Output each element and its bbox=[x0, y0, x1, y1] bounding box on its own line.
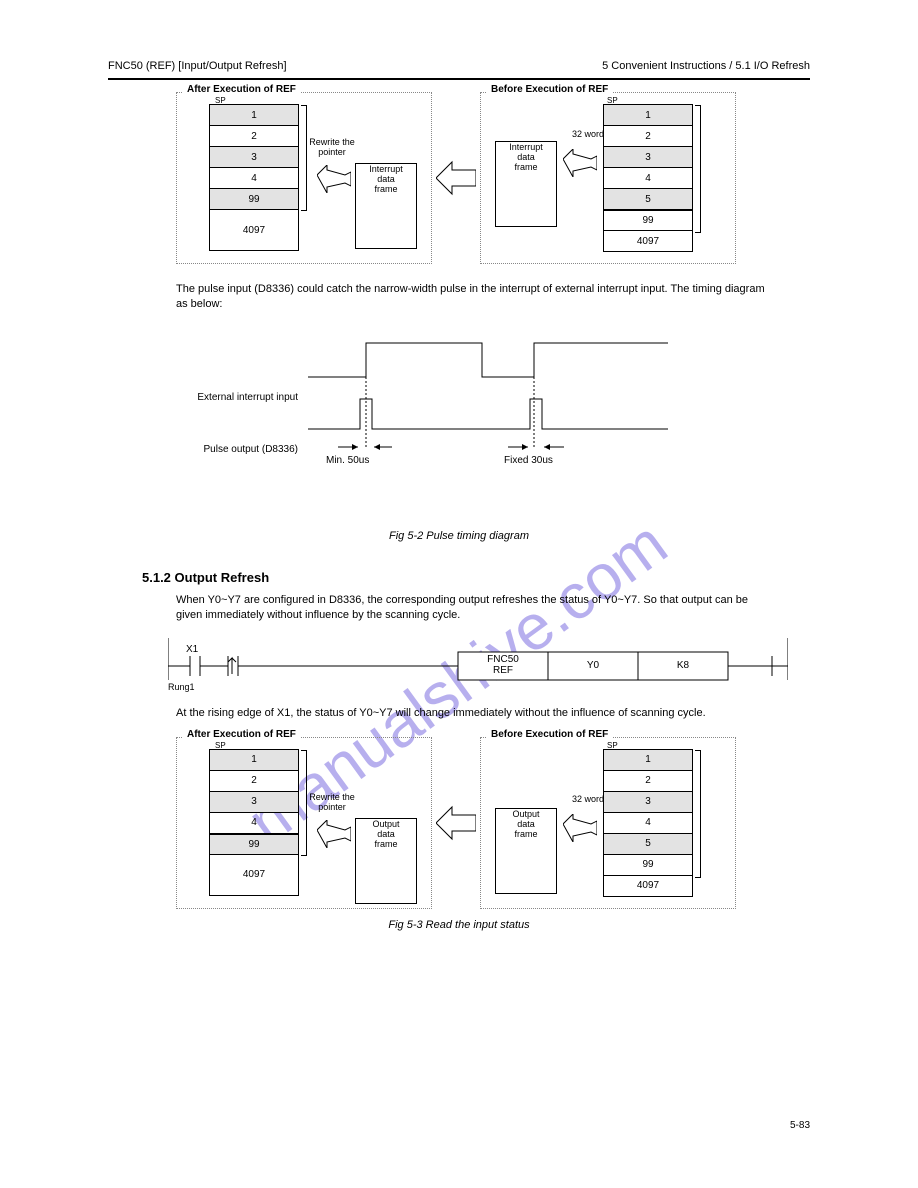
block-arrow-right-bot bbox=[563, 814, 597, 842]
dataframe-bot-right: Output data frame bbox=[495, 808, 557, 894]
timing-caption: Fig 5-2 Pulse timing diagram bbox=[108, 530, 810, 542]
svg-text:X1: X1 bbox=[186, 644, 199, 655]
stack-before-bot: 1 2 3 4 5 99 4097 bbox=[603, 750, 693, 897]
stack-before-top: 1 2 3 4 5 99 4097 bbox=[603, 105, 693, 252]
section-heading: 5.1.2 Output Refresh bbox=[142, 570, 810, 585]
panel-before-bot: Before Execution of REF Output data fram… bbox=[480, 737, 736, 909]
page-header: FNC50 (REF) [Input/Output Refresh] 5 Con… bbox=[108, 60, 810, 72]
page-number: 5-83 bbox=[790, 1120, 810, 1131]
big-arrow-top bbox=[436, 160, 476, 196]
big-arrow-bot bbox=[436, 805, 476, 841]
header-left: FNC50 (REF) [Input/Output Refresh] bbox=[108, 60, 287, 72]
ladder-diagram: X1 FNC50 REF Y0 K8 Rung1 bbox=[168, 638, 788, 688]
dataframe-bot-left: Output data frame bbox=[355, 818, 417, 904]
header-rule bbox=[108, 78, 810, 80]
panel-before-top: Before Execution of REF Interrupt data f… bbox=[480, 92, 736, 264]
block-arrow-left-bot bbox=[317, 820, 351, 848]
bottom-caption: Fig 5-3 Read the input status bbox=[108, 919, 810, 931]
dataframe-top-right: Interrupt data frame bbox=[495, 141, 557, 227]
panel-after-bot: After Execution of REF SP 1 2 3 4 99 409… bbox=[176, 737, 432, 909]
para-pulse: The pulse input (D8336) could catch the … bbox=[176, 282, 766, 313]
stack-after-top: 1 2 3 4 99 4097 bbox=[209, 105, 299, 251]
stack-after-bot: 1 2 3 4 99 4097 bbox=[209, 750, 299, 896]
block-arrow-right-top bbox=[563, 149, 597, 177]
block-arrow-left-top bbox=[317, 165, 351, 193]
para-output-refresh: When Y0~Y7 are configured in D8336, the … bbox=[176, 593, 766, 624]
dataframe-top-left: Interrupt data frame bbox=[355, 163, 417, 249]
top-diagram-row: After Execution of REF SP 1 2 3 4 99 409… bbox=[176, 92, 810, 264]
para-under-ladder: At the rising edge of X1, the status of … bbox=[176, 706, 766, 721]
bottom-diagram-row: After Execution of REF SP 1 2 3 4 99 409… bbox=[176, 737, 810, 909]
header-right: 5 Convenient Instructions / 5.1 I/O Refr… bbox=[602, 60, 810, 72]
panel-after-top: After Execution of REF SP 1 2 3 4 99 409… bbox=[176, 92, 432, 264]
